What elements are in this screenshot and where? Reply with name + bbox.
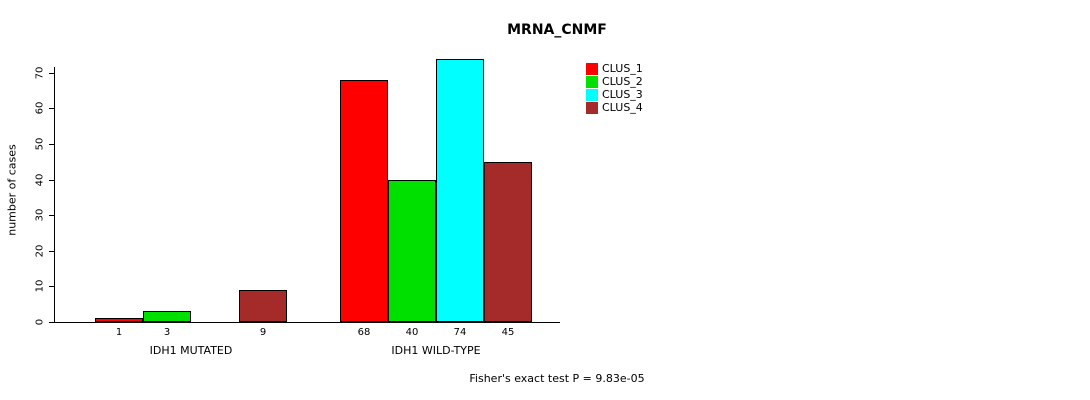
y-tick-label: 50 [34,137,46,151]
y-tick [49,108,54,110]
bar-clus_3 [436,59,484,322]
legend: CLUS_1 CLUS_2 CLUS_3 CLUS_4 [586,62,643,114]
group-label: IDH1 MUTATED [149,344,233,357]
y-tick [49,72,54,74]
legend-label: CLUS_2 [602,75,643,88]
x-axis-baseline [54,322,560,323]
y-tick-label: 0 [34,318,46,326]
legend-swatch-icon [586,62,598,75]
y-tick [49,250,54,252]
legend-label: CLUS_3 [602,88,643,101]
y-tick [49,144,54,145]
legend-swatch-icon [586,88,598,101]
bar-count-label: 45 [501,327,515,338]
y-tick [49,322,54,323]
y-tick [49,179,54,181]
bar-count-label: 40 [405,327,419,338]
bar-count-label: 9 [259,327,267,338]
fisher-test-annotation: Fisher's exact test P = 9.83e-05 [469,372,645,385]
legend-item: CLUS_2 [586,75,643,88]
y-tick-label: 40 [34,173,46,186]
y-tick-label: 20 [34,244,46,258]
bar-clus_4 [239,290,287,322]
legend-swatch-icon [586,75,598,88]
y-axis-label: number of cases [5,144,19,236]
y-tick-label: 60 [34,102,46,115]
y-tick [49,286,54,288]
legend-swatch-icon [586,101,598,114]
bar-clus_1 [340,80,388,322]
y-tick [49,215,54,217]
y-tick-label: 70 [34,66,46,80]
bar-count-label: 74 [453,327,467,338]
plot-area: 0 10 20 30 40 50 60 70 1 3 9 IDH1 MUTATED 68 40 74 45 ID… [35,55,560,357]
chart-title: MRNA_CNMF [507,22,607,38]
y-tick-label: 30 [34,208,46,222]
group-label: IDH1 WILD-TYPE [391,344,481,357]
bar-clus_4 [484,162,532,322]
bar-count-label: 68 [357,327,371,338]
legend-item: CLUS_4 [586,101,643,114]
bar-clus_2 [388,180,436,322]
bar-clus_1 [95,318,143,322]
y-axis-line [54,67,55,323]
y-tick-label: 10 [34,280,46,293]
legend-item: CLUS_1 [586,62,643,75]
legend-label: CLUS_1 [602,62,643,75]
legend-item: CLUS_3 [586,88,643,101]
bar-count-label: 3 [163,327,171,338]
bar-count-label: 1 [115,327,123,338]
bar-clus_2 [143,311,191,322]
legend-label: CLUS_4 [602,101,643,114]
